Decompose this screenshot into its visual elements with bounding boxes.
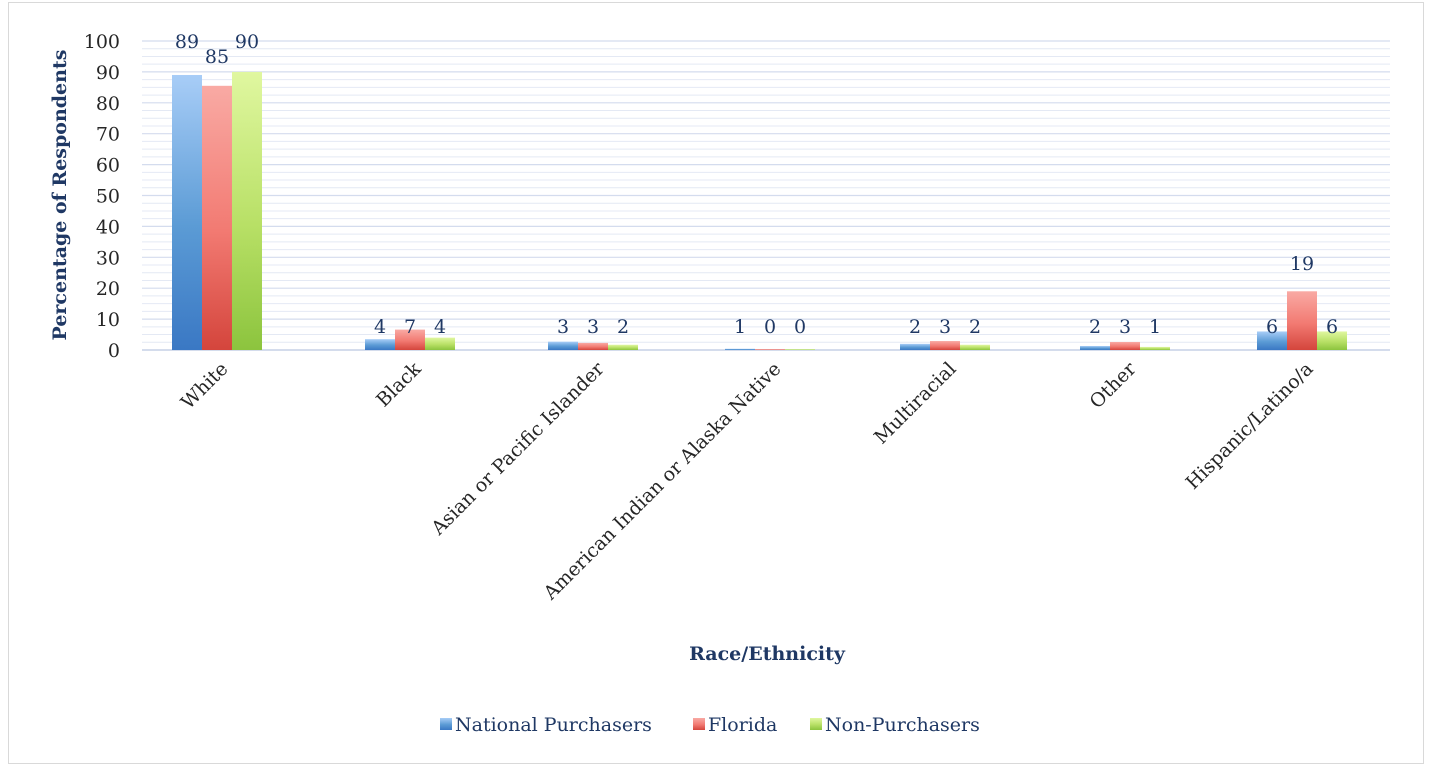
category-label: Hispanic/Latino/a [1182, 358, 1318, 494]
data-label: 19 [1290, 253, 1314, 275]
y-tick-label: 30 [96, 247, 120, 269]
bar-florida-2 [578, 342, 608, 350]
data-label: 6 [1326, 316, 1338, 338]
data-label: 2 [969, 316, 981, 338]
y-tick-label: 100 [84, 31, 120, 53]
bar-national-purchasers-4 [900, 343, 930, 350]
y-tick-label: 0 [108, 340, 120, 362]
bar-florida-6 [1287, 291, 1317, 350]
data-label: 85 [205, 46, 229, 68]
category-label: Other [1086, 357, 1142, 413]
data-label: 0 [764, 316, 776, 338]
category-label: Multiracial [870, 358, 961, 449]
bar-national-purchasers-3 [725, 348, 755, 350]
bar-florida-1 [395, 329, 425, 350]
y-tick-label: 10 [96, 309, 120, 331]
bars [172, 71, 1347, 351]
bar-non-purchasers-2 [608, 344, 638, 350]
bar-national-purchasers-0 [172, 74, 202, 351]
data-label: 1 [734, 316, 746, 338]
legend-swatch [693, 718, 705, 730]
bar-non-purchasers-1 [425, 337, 455, 350]
category-labels: White Black Asian or Pacific IslanderAmeri… [177, 357, 1318, 604]
legend-swatch [440, 718, 452, 730]
legend-label: Florida [708, 714, 777, 736]
legend-swatch [810, 718, 822, 730]
data-label: 2 [1089, 316, 1101, 338]
bar-non-purchasers-3 [785, 349, 815, 350]
bar-florida-0 [202, 85, 232, 351]
legend: National Purchasers Florida Non-Purchasers [440, 714, 980, 736]
data-label: 0 [794, 316, 806, 338]
bar-national-purchasers-1 [365, 339, 395, 350]
category-label: Black [372, 358, 426, 412]
x-axis-title: Race/Ethnicity [689, 643, 846, 665]
data-label: 4 [434, 316, 446, 338]
y-tick-label: 70 [96, 124, 120, 146]
y-tick-label: 50 [96, 186, 120, 208]
y-tick-label: 60 [96, 155, 120, 177]
data-label: 4 [374, 316, 386, 338]
data-label: 90 [235, 31, 259, 53]
data-label: 3 [939, 316, 951, 338]
bar-florida-5 [1110, 341, 1140, 350]
data-label: 3 [587, 316, 599, 338]
category-label: Asian or Pacific Islander [426, 357, 609, 540]
y-axis-title: Percentage of Respondents [49, 50, 71, 341]
bar-national-purchasers-6 [1257, 331, 1287, 350]
data-label: 89 [175, 31, 199, 53]
legend-label: National Purchasers [455, 714, 652, 736]
y-tick-label: 20 [96, 278, 120, 300]
bar-non-purchasers-0 [232, 71, 262, 351]
y-axis-ticks: 0 10 20 30 40 50 60 70 80 90 100 [84, 31, 120, 362]
bar-national-purchasers-5 [1080, 345, 1110, 350]
legend-label: Non-Purchasers [825, 714, 980, 736]
data-label: 6 [1266, 316, 1278, 338]
data-label: 3 [557, 316, 569, 338]
y-tick-label: 80 [96, 93, 120, 115]
data-label: 2 [617, 316, 629, 338]
data-label: 3 [1119, 316, 1131, 338]
bar-non-purchasers-5 [1140, 346, 1170, 350]
bar-non-purchasers-6 [1317, 331, 1347, 350]
gridlines [142, 40, 1390, 351]
bar-florida-4 [930, 341, 960, 350]
bar-national-purchasers-2 [548, 341, 578, 350]
y-tick-label: 40 [96, 216, 120, 238]
bar-florida-3 [755, 349, 785, 350]
y-tick-label: 90 [96, 62, 120, 84]
data-label: 7 [404, 316, 416, 338]
bar-non-purchasers-4 [960, 344, 990, 350]
data-label: 2 [909, 316, 921, 338]
category-label: White [177, 358, 233, 414]
data-label: 1 [1149, 316, 1161, 338]
